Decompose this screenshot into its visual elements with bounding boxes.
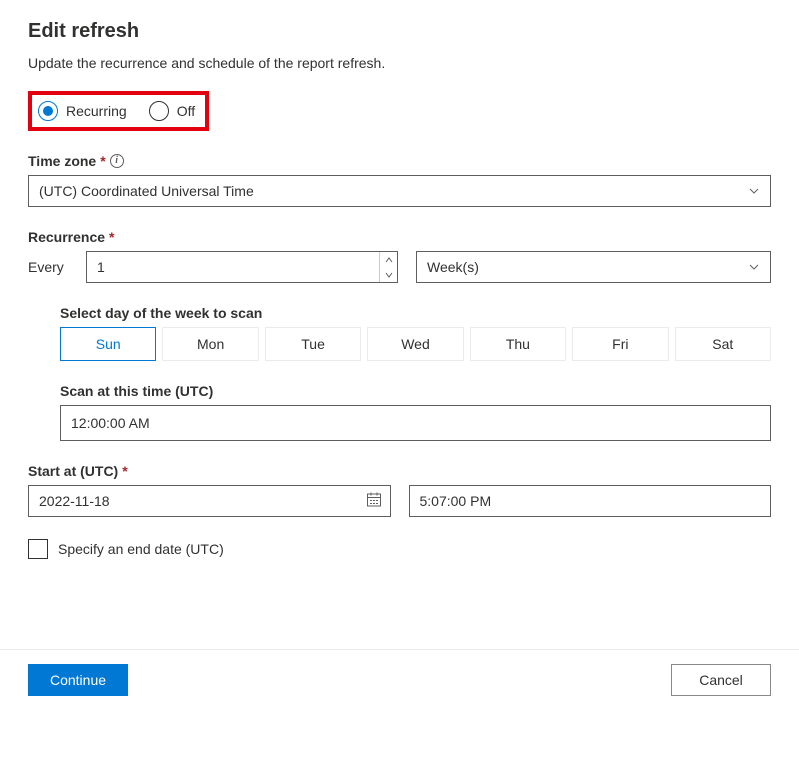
day-btn-sun[interactable]: Sun [60, 327, 156, 361]
timezone-value: (UTC) Coordinated Universal Time [39, 183, 254, 199]
day-btn-sat[interactable]: Sat [675, 327, 771, 361]
start-date-value: 2022-11-18 [39, 493, 110, 509]
required-marker: * [109, 229, 114, 245]
timezone-label: Time zone * i [28, 153, 771, 169]
timezone-label-text: Time zone [28, 153, 96, 169]
start-time-input[interactable]: 5:07:00 PM [409, 485, 772, 517]
recurrence-label: Recurrence * [28, 229, 771, 245]
day-btn-tue[interactable]: Tue [265, 327, 361, 361]
scan-time-field: Scan at this time (UTC) 12:00:00 AM [60, 383, 771, 441]
radio-icon [38, 101, 58, 121]
day-btn-thu[interactable]: Thu [470, 327, 566, 361]
page-subtitle: Update the recurrence and schedule of th… [28, 55, 771, 71]
page-title: Edit refresh [28, 20, 771, 43]
days-field: Select day of the week to scan Sun Mon T… [60, 305, 771, 361]
start-at-label: Start at (UTC) * [28, 463, 771, 479]
scan-time-label-text: Scan at this time (UTC) [60, 383, 213, 399]
spinner-down[interactable] [380, 267, 397, 282]
start-at-field: Start at (UTC) * 2022-11-18 [28, 463, 771, 517]
info-icon[interactable]: i [110, 154, 124, 168]
recurrence-unit-value: Week(s) [427, 259, 479, 275]
cancel-button[interactable]: Cancel [671, 664, 771, 696]
recurrence-field: Recurrence * Every 1 Week(s) [28, 229, 771, 283]
every-label: Every [28, 259, 68, 275]
end-date-row: Specify an end date (UTC) [28, 539, 771, 559]
days-label-text: Select day of the week to scan [60, 305, 262, 321]
recurrence-unit-select[interactable]: Week(s) [416, 251, 771, 283]
day-buttons-row: Sun Mon Tue Wed Thu Fri Sat [60, 327, 771, 361]
start-date-input[interactable]: 2022-11-18 [28, 485, 391, 517]
day-btn-fri[interactable]: Fri [572, 327, 668, 361]
calendar-icon[interactable] [366, 492, 382, 511]
mode-radio-group-highlight: Recurring Off [28, 91, 209, 131]
start-date-field: 2022-11-18 [28, 485, 391, 517]
radio-icon [149, 101, 169, 121]
radio-off[interactable]: Off [149, 101, 195, 121]
every-count-input[interactable]: 1 [86, 251, 398, 283]
scan-time-input[interactable]: 12:00:00 AM [60, 405, 771, 441]
chevron-down-icon [748, 185, 760, 197]
timezone-select[interactable]: (UTC) Coordinated Universal Time [28, 175, 771, 207]
every-count-value: 1 [87, 252, 379, 282]
timezone-field: Time zone * i (UTC) Coordinated Universa… [28, 153, 771, 207]
radio-recurring-label: Recurring [66, 103, 127, 119]
day-btn-wed[interactable]: Wed [367, 327, 463, 361]
days-label: Select day of the week to scan [60, 305, 771, 321]
spinner-buttons [379, 252, 397, 282]
end-date-label: Specify an end date (UTC) [58, 541, 224, 557]
end-date-checkbox[interactable] [28, 539, 48, 559]
required-marker: * [100, 153, 105, 169]
scan-time-value: 12:00:00 AM [71, 415, 150, 431]
day-btn-mon[interactable]: Mon [162, 327, 258, 361]
start-time-value: 5:07:00 PM [420, 493, 492, 509]
start-time-field: 5:07:00 PM [409, 485, 772, 517]
radio-off-label: Off [177, 103, 195, 119]
chevron-down-icon [748, 261, 760, 273]
spinner-up[interactable] [380, 252, 397, 267]
scan-time-label: Scan at this time (UTC) [60, 383, 771, 399]
required-marker: * [122, 463, 127, 479]
start-at-label-text: Start at (UTC) [28, 463, 118, 479]
recurrence-label-text: Recurrence [28, 229, 105, 245]
continue-button[interactable]: Continue [28, 664, 128, 696]
footer: Continue Cancel [0, 649, 799, 716]
radio-recurring[interactable]: Recurring [38, 101, 127, 121]
